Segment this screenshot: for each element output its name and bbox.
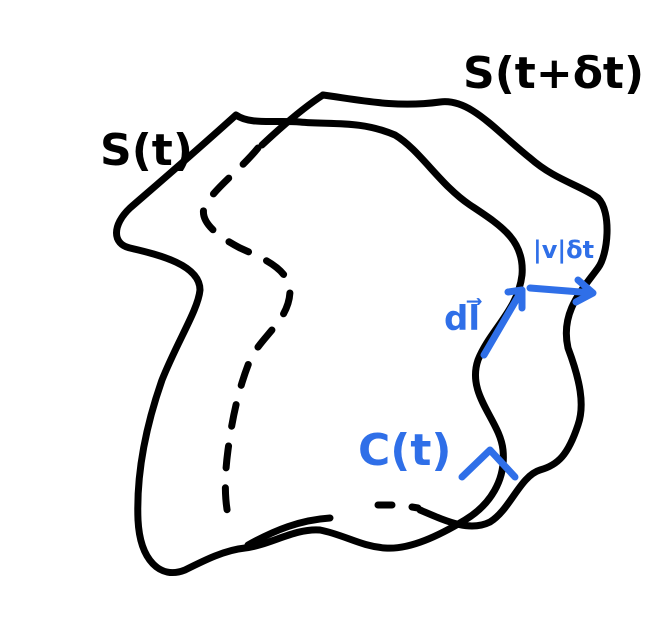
label-displacement: |v|δt: [533, 236, 594, 264]
surface-s-t-outline: [113, 111, 526, 576]
label-curve: C(t): [358, 425, 452, 476]
surface-overlap-stroke: [244, 514, 334, 549]
curve-orientation-arrow: [458, 446, 519, 481]
displacement-arrow: [526, 276, 597, 306]
line-element-arrow: [480, 286, 526, 359]
label-line-element: dl⃗: [444, 298, 483, 339]
label-surface-t: S(t): [100, 125, 193, 176]
surface-s-t-plus-dt-hidden-bottom: [374, 501, 422, 512]
surface-s-t-plus-dt-hidden-edge: [200, 144, 294, 519]
label-surface-t-plus-dt: S(t+δt): [463, 48, 644, 99]
